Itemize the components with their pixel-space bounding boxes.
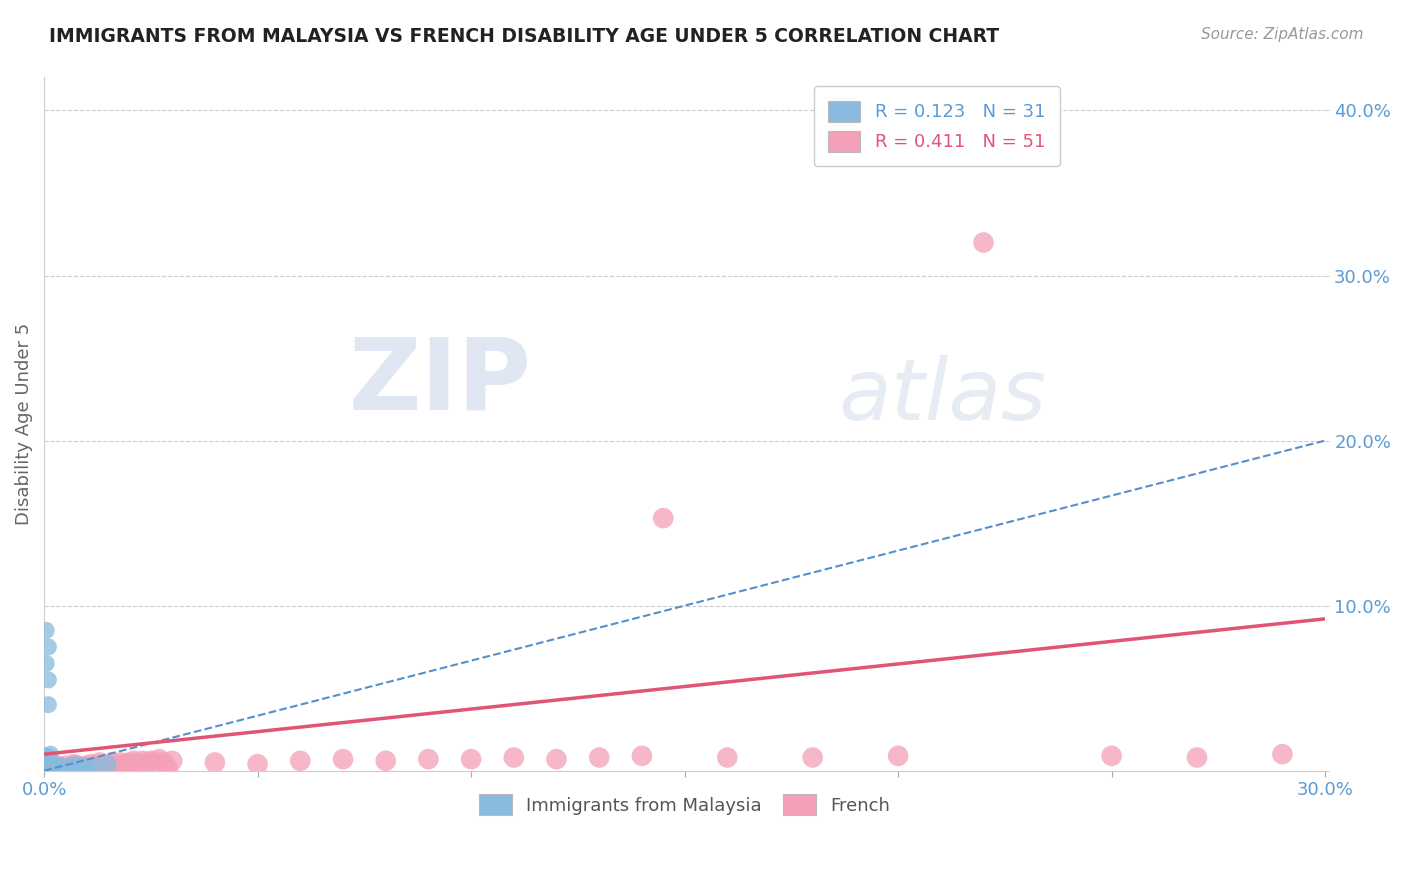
Point xyxy=(51,760,73,774)
Point xyxy=(35,657,58,671)
Point xyxy=(332,752,354,766)
Point xyxy=(45,762,67,776)
Point xyxy=(51,758,73,772)
Point xyxy=(37,762,59,776)
Point xyxy=(76,758,98,772)
Point xyxy=(973,235,995,250)
Point xyxy=(1271,747,1294,762)
Point xyxy=(37,673,59,687)
Point xyxy=(84,758,107,772)
Point xyxy=(41,758,63,772)
Point xyxy=(97,757,120,772)
Point xyxy=(45,758,67,772)
Point xyxy=(127,757,149,772)
Point xyxy=(502,750,524,764)
Point xyxy=(35,757,58,772)
Point xyxy=(72,760,94,774)
Point xyxy=(290,754,312,768)
Point xyxy=(37,698,59,712)
Point xyxy=(51,762,73,776)
Point xyxy=(374,754,396,768)
Point xyxy=(35,760,58,774)
Point xyxy=(152,756,174,770)
Point xyxy=(37,750,59,764)
Point xyxy=(37,757,59,772)
Point xyxy=(37,760,59,774)
Point xyxy=(37,762,59,776)
Point xyxy=(80,757,103,772)
Point xyxy=(801,750,824,764)
Point xyxy=(55,758,77,772)
Point xyxy=(37,640,59,654)
Point xyxy=(110,756,132,770)
Point xyxy=(652,511,675,525)
Point xyxy=(45,760,67,774)
Point xyxy=(887,748,910,763)
Point xyxy=(76,760,98,774)
Legend: Immigrants from Malaysia, French: Immigrants from Malaysia, French xyxy=(470,785,900,824)
Point xyxy=(39,747,62,762)
Point xyxy=(59,760,82,774)
Text: atlas: atlas xyxy=(838,355,1046,438)
Point xyxy=(160,754,183,768)
Point xyxy=(93,757,115,772)
Point xyxy=(72,758,94,772)
Point xyxy=(122,754,145,768)
Point xyxy=(204,756,226,770)
Point xyxy=(97,757,120,772)
Point xyxy=(35,762,58,776)
Text: IMMIGRANTS FROM MALAYSIA VS FRENCH DISABILITY AGE UNDER 5 CORRELATION CHART: IMMIGRANTS FROM MALAYSIA VS FRENCH DISAB… xyxy=(49,27,1000,45)
Point xyxy=(35,758,58,772)
Point xyxy=(1185,750,1208,764)
Point xyxy=(460,752,482,766)
Text: Source: ZipAtlas.com: Source: ZipAtlas.com xyxy=(1201,27,1364,42)
Point xyxy=(37,762,59,776)
Point xyxy=(139,754,162,768)
Point xyxy=(41,762,63,776)
Point xyxy=(41,760,63,774)
Point xyxy=(67,758,90,772)
Point xyxy=(41,760,63,774)
Point xyxy=(59,760,82,774)
Point xyxy=(35,748,58,763)
Point xyxy=(418,752,440,766)
Point xyxy=(67,760,90,774)
Point xyxy=(63,757,86,772)
Point xyxy=(246,757,269,772)
Point xyxy=(546,752,568,766)
Point xyxy=(1101,748,1123,763)
Point xyxy=(131,754,153,768)
Point xyxy=(148,752,170,766)
Text: ZIP: ZIP xyxy=(349,334,531,431)
Y-axis label: Disability Age Under 5: Disability Age Under 5 xyxy=(15,323,32,525)
Point xyxy=(37,756,59,770)
Point xyxy=(37,762,59,776)
Point xyxy=(118,756,141,770)
Point xyxy=(89,756,111,770)
Point xyxy=(37,754,59,768)
Point xyxy=(156,762,179,776)
Point xyxy=(55,762,77,776)
Point xyxy=(55,762,77,776)
Point xyxy=(39,762,62,776)
Point xyxy=(588,750,610,764)
Point xyxy=(105,758,128,772)
Point xyxy=(631,748,654,763)
Point xyxy=(35,624,58,638)
Point xyxy=(84,758,107,772)
Point xyxy=(101,756,124,770)
Point xyxy=(45,762,67,776)
Point xyxy=(63,757,86,772)
Point xyxy=(143,756,166,770)
Point xyxy=(37,758,59,772)
Point xyxy=(716,750,738,764)
Point xyxy=(114,757,136,772)
Point xyxy=(135,756,157,770)
